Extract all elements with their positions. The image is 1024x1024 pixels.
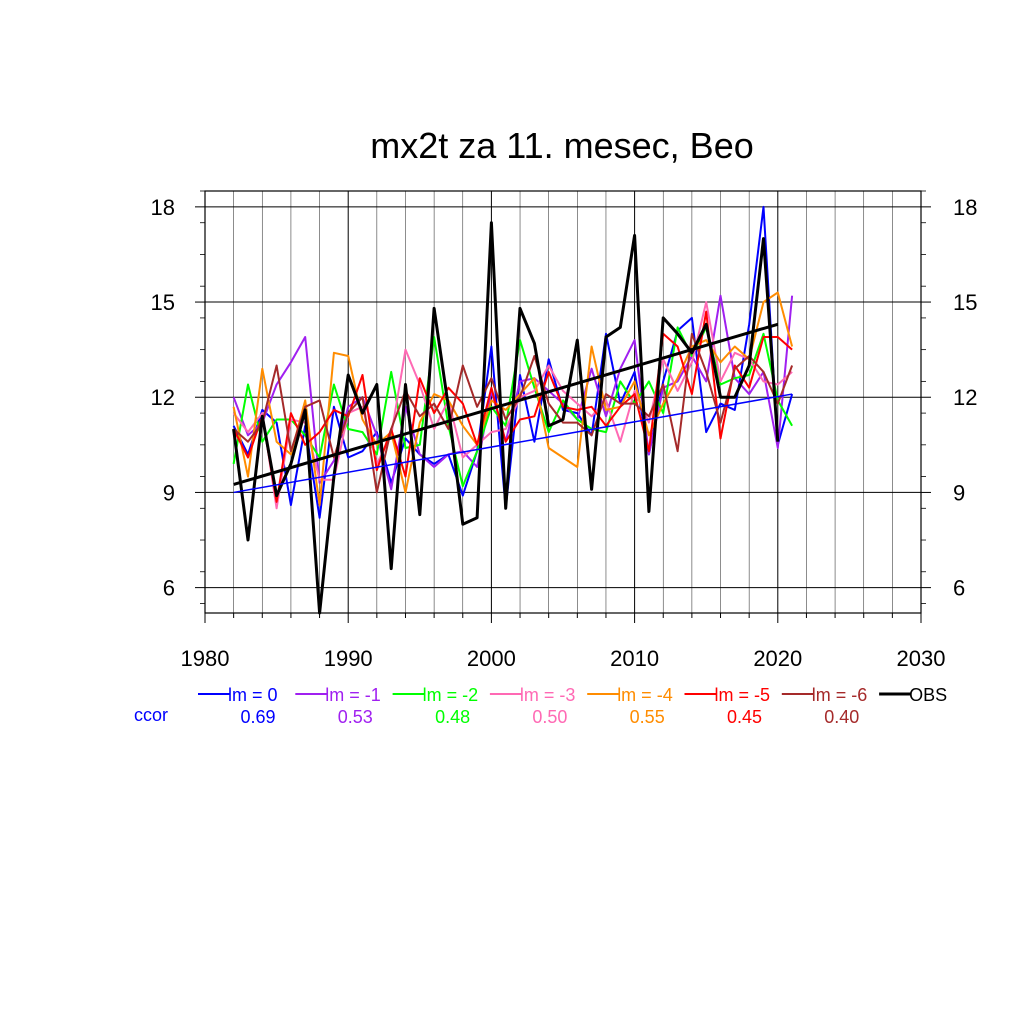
series-line-obs xyxy=(232,221,780,615)
ccor-value: 0.55 xyxy=(630,707,665,727)
legend-label: lm = -5 xyxy=(715,685,771,705)
x-tick-label: 2000 xyxy=(467,646,516,671)
x-tick-label: 2020 xyxy=(753,646,802,671)
y-tick-label-left: 12 xyxy=(151,385,175,410)
legend-label: lm = -1 xyxy=(325,685,381,705)
legend-label: lm = 0 xyxy=(228,685,278,705)
ccor-value: 0.69 xyxy=(240,707,275,727)
legend-label: lm = -3 xyxy=(520,685,576,705)
ccor-label: ccor xyxy=(134,705,168,725)
y-tick-label-left: 6 xyxy=(163,576,175,601)
trend-line-lm-0 xyxy=(233,393,793,494)
trend-lines xyxy=(233,322,793,494)
y-tick-label-right: 18 xyxy=(953,195,977,220)
y-tick-label-right: 9 xyxy=(953,480,965,505)
chart-title: mx2t za 11. mesec, Beo xyxy=(370,125,754,166)
x-tick-label: 2030 xyxy=(897,646,946,671)
legend-label: lm = -4 xyxy=(617,685,673,705)
plot-border xyxy=(204,190,922,614)
ccor-value: 0.40 xyxy=(824,707,859,727)
axes: 1980 1990 2000 2010 2020 2030 6 6 9 9 12 12 15 15 18 18 xyxy=(151,190,977,671)
ccor-value: 0.48 xyxy=(435,707,470,727)
x-tick-label: 1980 xyxy=(181,646,230,671)
legend-label: OBS xyxy=(909,685,947,705)
plot-frame xyxy=(204,190,922,614)
y-tick-label-right: 6 xyxy=(953,576,965,601)
legend-label: lm = -2 xyxy=(423,685,479,705)
x-tick-label: 1990 xyxy=(324,646,373,671)
y-tick-label-right: 12 xyxy=(953,385,977,410)
y-tick-label-left: 18 xyxy=(151,195,175,220)
ccor-value: 0.45 xyxy=(727,707,762,727)
y-tick-label-left: 9 xyxy=(163,480,175,505)
legend-label: lm = -6 xyxy=(812,685,868,705)
ccor-value: 0.53 xyxy=(338,707,373,727)
legend: ccor lm = 00.69 lm = -10.53 lm = -20.48 lm … xyxy=(134,685,947,727)
ccor-value: 0.50 xyxy=(532,707,567,727)
series-lines xyxy=(232,205,794,615)
series-line-lm-0 xyxy=(232,205,794,519)
y-tick-label-left: 15 xyxy=(151,290,175,315)
x-tick-label: 2010 xyxy=(610,646,659,671)
trend-line-obs xyxy=(233,322,779,486)
y-tick-label-right: 15 xyxy=(953,290,977,315)
